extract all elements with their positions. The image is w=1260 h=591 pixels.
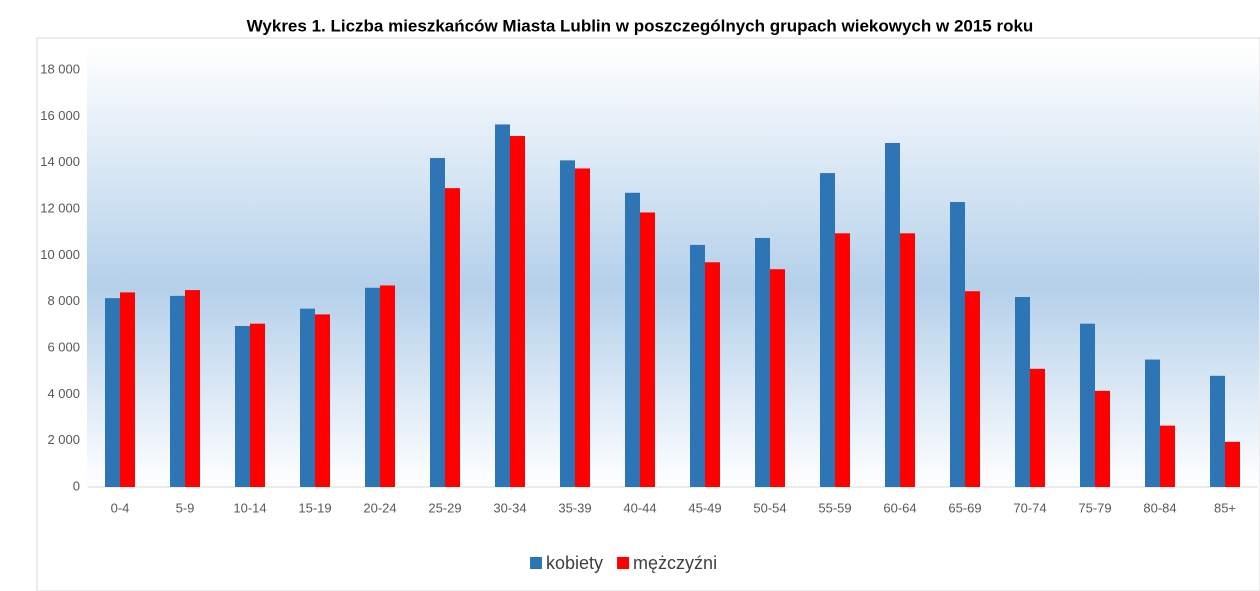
legend-swatch (530, 557, 542, 569)
bar (315, 314, 330, 487)
x-tick-label: 75-79 (1078, 500, 1111, 515)
legend-swatch (617, 557, 630, 569)
bar (1030, 368, 1045, 487)
x-tick-label: 30-34 (493, 500, 526, 515)
x-tick-label: 0-4 (111, 500, 130, 515)
bar (430, 158, 445, 488)
bar (900, 233, 915, 487)
chart-title: Wykres 1. Liczba mieszkańców Miasta Lubl… (247, 16, 1034, 35)
x-tick-label: 50-54 (753, 500, 786, 515)
x-tick-label: 15-19 (298, 500, 331, 515)
y-tick-label: 0 (73, 478, 80, 493)
bar (965, 291, 980, 487)
bar (705, 262, 720, 487)
bar (1210, 375, 1225, 487)
legend-label: mężczyźni (633, 553, 717, 573)
bar (1095, 390, 1110, 487)
bar (640, 212, 655, 487)
bar (300, 308, 315, 487)
plot-area (87, 45, 1259, 487)
bar (495, 124, 510, 488)
x-tick-label: 45-49 (688, 500, 721, 515)
x-tick-label: 65-69 (948, 500, 981, 515)
x-tick-label: 40-44 (623, 500, 656, 515)
x-tick-label: 20-24 (363, 500, 396, 515)
y-tick-label: 8 000 (47, 293, 80, 308)
x-tick-label: 5-9 (176, 500, 195, 515)
x-tick-label: 55-59 (818, 500, 851, 515)
y-tick-label: 2 000 (47, 432, 80, 447)
bar (950, 202, 965, 488)
bar (560, 160, 575, 487)
y-tick-label: 10 000 (40, 247, 80, 262)
bar (510, 136, 525, 487)
bar (770, 269, 785, 487)
y-tick-label: 18 000 (40, 61, 80, 76)
bar (690, 244, 705, 487)
bar (755, 237, 770, 487)
y-tick-label: 14 000 (40, 154, 80, 169)
x-tick-label: 70-74 (1013, 500, 1046, 515)
x-tick-label: 25-29 (428, 500, 461, 515)
bar (1160, 425, 1175, 487)
bar (820, 173, 835, 487)
bar (250, 323, 265, 487)
x-tick-label: 85+ (1214, 500, 1236, 515)
bar (445, 188, 460, 487)
bar (1145, 359, 1160, 487)
bar (1015, 297, 1030, 487)
bar (185, 290, 200, 487)
x-tick-label: 80-84 (1143, 500, 1176, 515)
y-tick-label: 12 000 (40, 200, 80, 215)
bar (365, 287, 380, 487)
x-tick-label: 35-39 (558, 500, 591, 515)
bar (1225, 441, 1240, 487)
y-tick-label: 16 000 (40, 108, 80, 123)
x-tick-label: 10-14 (233, 500, 266, 515)
bar (170, 295, 185, 487)
y-tick-label: 6 000 (47, 339, 80, 354)
bar (380, 285, 395, 487)
bar (885, 142, 900, 487)
bar (625, 192, 640, 488)
bar (835, 233, 850, 487)
y-tick-label: 4 000 (47, 386, 80, 401)
bar (105, 298, 120, 487)
bar (235, 325, 250, 487)
bar (1080, 323, 1095, 487)
bar (575, 168, 590, 488)
bar (120, 292, 135, 487)
x-tick-label: 60-64 (883, 500, 916, 515)
legend-label: kobiety (546, 553, 603, 573)
